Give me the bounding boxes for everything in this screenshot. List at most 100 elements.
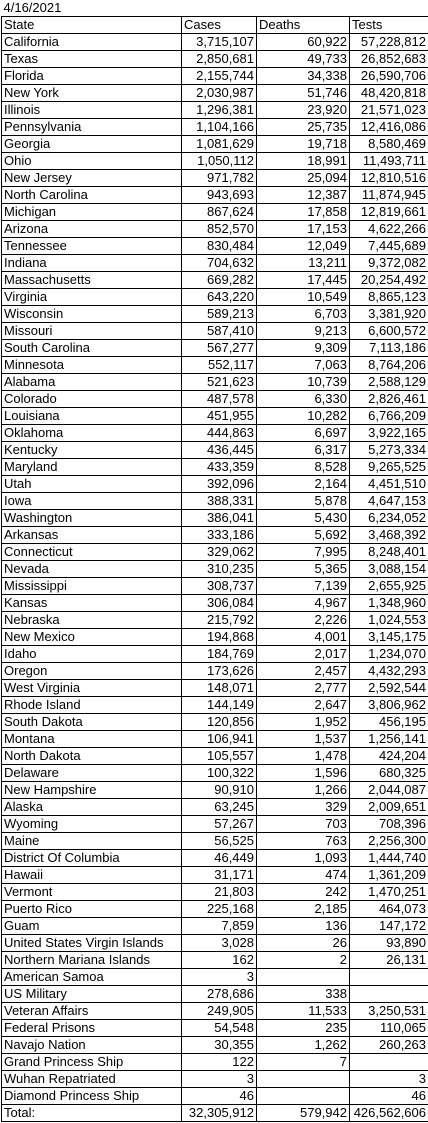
- table-row: Louisiana 451,955 10,282 6,766,209: [1, 407, 428, 425]
- cases-cell: 943,693: [181, 186, 257, 204]
- deaths-cell: 7,995: [256, 543, 350, 561]
- deaths-cell: 2,777: [256, 679, 350, 697]
- cases-cell: 867,624: [181, 203, 257, 221]
- state-cell: New York: [1, 84, 182, 102]
- deaths-cell: 1,478: [256, 747, 350, 765]
- cases-cell: 704,632: [181, 254, 257, 272]
- table-row: Michigan 867,624 17,858 12,819,661: [1, 203, 428, 221]
- table-row: Wuhan Repatriated 3 3: [1, 1070, 428, 1088]
- cases-cell: 144,149: [181, 696, 257, 714]
- state-cell: New Mexico: [1, 628, 182, 646]
- tests-cell: 3,088,154: [349, 560, 428, 578]
- cases-cell: 162: [181, 951, 257, 969]
- state-cell: Federal Prisons: [1, 1019, 182, 1037]
- table-row: Veteran Affairs 249,905 11,533 3,250,531: [1, 1002, 428, 1020]
- deaths-cell: 10,739: [256, 373, 350, 391]
- state-cell: Vermont: [1, 883, 182, 901]
- deaths-cell: 329: [256, 798, 350, 816]
- tests-cell: 8,248,401: [349, 543, 428, 561]
- deaths-cell: 25,735: [256, 118, 350, 136]
- state-cell: Guam: [1, 917, 182, 935]
- table-row: Minnesota 552,117 7,063 8,764,206: [1, 356, 428, 374]
- state-cell: Veteran Affairs: [1, 1002, 182, 1020]
- tests-cell: 2,826,461: [349, 390, 428, 408]
- deaths-cell: 51,746: [256, 84, 350, 102]
- table-row: Delaware 100,322 1,596 680,325: [1, 764, 428, 782]
- tests-cell: 3,250,531: [349, 1002, 428, 1020]
- table-row: Nevada 310,235 5,365 3,088,154: [1, 560, 428, 578]
- table-row: Arizona 852,570 17,153 4,622,266: [1, 220, 428, 238]
- state-cell: Arkansas: [1, 526, 182, 544]
- table-row: Massachusetts 669,282 17,445 20,254,492: [1, 271, 428, 289]
- deaths-cell: 7,139: [256, 577, 350, 595]
- table-row: Iowa 388,331 5,878 4,647,153: [1, 492, 428, 510]
- state-cell: Texas: [1, 50, 182, 68]
- table-row: Oregon 173,626 2,457 4,432,293: [1, 662, 428, 680]
- table-row: South Dakota 120,856 1,952 456,195: [1, 713, 428, 731]
- tests-cell: 2,655,925: [349, 577, 428, 595]
- state-cell: North Carolina: [1, 186, 182, 204]
- tests-cell: 6,600,572: [349, 322, 428, 340]
- state-cell: Iowa: [1, 492, 182, 510]
- cases-cell: 567,277: [181, 339, 257, 357]
- state-cell: Alaska: [1, 798, 182, 816]
- state-cell: Michigan: [1, 203, 182, 221]
- cases-cell: 308,737: [181, 577, 257, 595]
- tests-cell: 57,228,812: [349, 33, 428, 51]
- cases-cell: 46,449: [181, 849, 257, 867]
- deaths-cell: 4,967: [256, 594, 350, 612]
- state-cell: Indiana: [1, 254, 182, 272]
- table-row: Illinois 1,296,381 23,920 21,571,023: [1, 101, 428, 119]
- tests-cell: 26,852,683: [349, 50, 428, 68]
- table-row: Connecticut 329,062 7,995 8,248,401: [1, 543, 428, 561]
- tests-cell: [349, 985, 428, 1003]
- report-date: 4/16/2021: [1, 0, 182, 17]
- tests-cell: 6,766,209: [349, 407, 428, 425]
- cases-cell: 2,030,987: [181, 84, 257, 102]
- cases-cell: 57,267: [181, 815, 257, 833]
- cases-cell: 388,331: [181, 492, 257, 510]
- table-row: Guam 7,859 136 147,172: [1, 917, 428, 935]
- table-row: Nebraska 215,792 2,226 1,024,553: [1, 611, 428, 629]
- state-cell: South Carolina: [1, 339, 182, 357]
- header-tests: Tests: [349, 16, 428, 34]
- cases-cell: 184,769: [181, 645, 257, 663]
- deaths-cell: 2,226: [256, 611, 350, 629]
- tests-cell: 4,647,153: [349, 492, 428, 510]
- deaths-cell: 5,365: [256, 560, 350, 578]
- table-row: Wisconsin 589,213 6,703 3,381,920: [1, 305, 428, 323]
- cases-cell: 105,557: [181, 747, 257, 765]
- cases-cell: 7,859: [181, 917, 257, 935]
- cases-cell: 148,071: [181, 679, 257, 697]
- table-row: Hawaii 31,171 474 1,361,209: [1, 866, 428, 884]
- state-cell: Nevada: [1, 560, 182, 578]
- table-row: Alaska 63,245 329 2,009,651: [1, 798, 428, 816]
- state-cell: Virginia: [1, 288, 182, 306]
- state-cell: Arizona: [1, 220, 182, 238]
- state-cell: Tennessee: [1, 237, 182, 255]
- tests-cell: 1,348,960: [349, 594, 428, 612]
- state-cell: Navajo Nation: [1, 1036, 182, 1054]
- state-cell: Wuhan Repatriated: [1, 1070, 182, 1088]
- tests-cell: 680,325: [349, 764, 428, 782]
- table-row: North Dakota 105,557 1,478 424,204: [1, 747, 428, 765]
- table-row: Northern Mariana Islands 162 2 26,131: [1, 951, 428, 969]
- deaths-cell: 1,537: [256, 730, 350, 748]
- deaths-cell: 1,262: [256, 1036, 350, 1054]
- deaths-cell: 136: [256, 917, 350, 935]
- table-row: District Of Columbia 46,449 1,093 1,444,740: [1, 849, 428, 867]
- state-cell: Grand Princess Ship: [1, 1053, 182, 1071]
- table-row: Wyoming 57,267 703 708,396: [1, 815, 428, 833]
- cases-cell: 1,050,112: [181, 152, 257, 170]
- state-cell: Rhode Island: [1, 696, 182, 714]
- table-row: West Virginia 148,071 2,777 2,592,544: [1, 679, 428, 697]
- deaths-cell: 2,457: [256, 662, 350, 680]
- deaths-cell: 5,878: [256, 492, 350, 510]
- cases-cell: 225,168: [181, 900, 257, 918]
- tests-cell: 147,172: [349, 917, 428, 935]
- state-cell: Hawaii: [1, 866, 182, 884]
- tests-cell: 48,420,818: [349, 84, 428, 102]
- tests-cell: 1,444,740: [349, 849, 428, 867]
- tests-cell: 708,396: [349, 815, 428, 833]
- tests-cell: 2,588,129: [349, 373, 428, 391]
